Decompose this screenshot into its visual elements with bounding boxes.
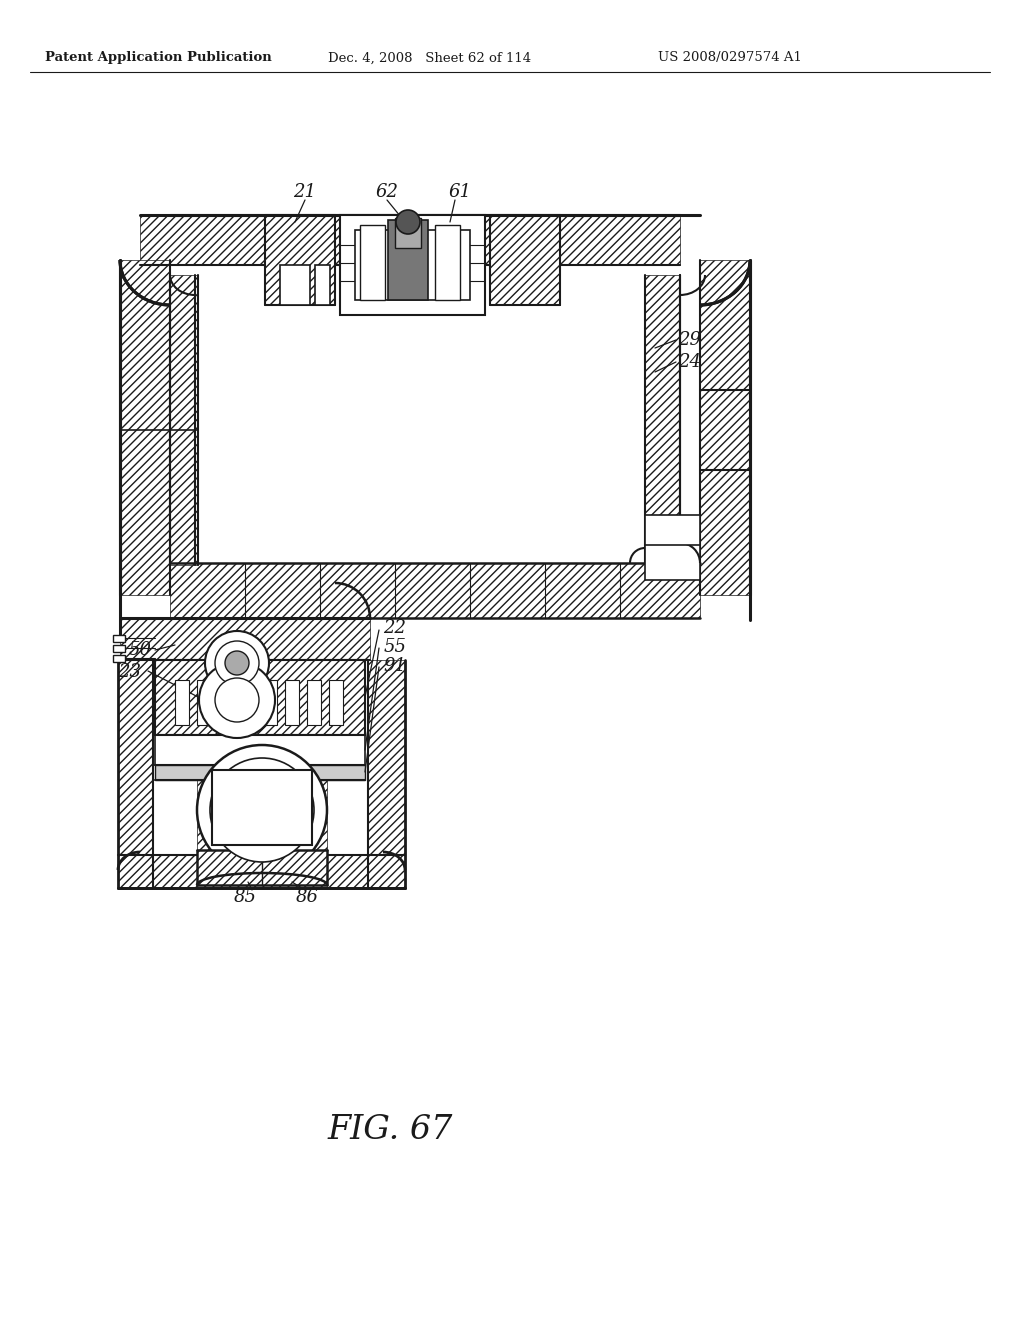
Bar [197,680,211,725]
Bar [197,850,327,884]
Text: 85: 85 [233,888,256,906]
Bar [113,655,125,663]
Bar [368,660,406,888]
Bar [155,735,365,766]
Text: 21: 21 [294,183,316,201]
Bar [175,680,189,725]
Circle shape [199,663,275,738]
Text: 24: 24 [679,352,701,371]
Bar [435,224,460,300]
Bar [210,690,264,710]
Bar [155,660,365,735]
Circle shape [210,758,314,862]
Bar [170,275,198,565]
Circle shape [215,678,259,722]
Text: 50: 50 [128,642,152,659]
Circle shape [215,642,259,685]
Circle shape [396,210,420,234]
Text: 61: 61 [449,183,471,201]
Text: FIG. 67: FIG. 67 [328,1114,453,1146]
Text: 22: 22 [384,619,407,638]
Bar [355,230,470,300]
Circle shape [197,744,327,875]
Bar [197,760,327,861]
Bar [645,515,700,545]
Text: US 2008/0297574 A1: US 2008/0297574 A1 [658,51,802,65]
Bar [241,680,255,725]
Bar [170,564,700,618]
Text: Patent Application Publication: Patent Application Publication [45,51,271,65]
Text: 62: 62 [376,183,398,201]
Bar [242,775,282,845]
Bar [263,680,278,725]
Bar [307,680,321,725]
Bar [285,680,299,725]
Bar [315,265,330,305]
Bar [645,275,680,565]
Bar [700,260,750,595]
Bar [700,389,750,470]
Text: 55: 55 [384,638,407,656]
Bar [395,218,421,248]
Bar [645,540,700,579]
Bar [490,215,560,305]
Bar [113,645,125,652]
Circle shape [205,631,269,696]
Text: 23: 23 [119,663,141,681]
Bar [340,215,485,315]
Bar [388,220,428,300]
Bar [219,680,233,725]
Bar [212,770,312,845]
Bar [120,260,170,595]
Bar [120,618,370,660]
Bar [280,265,310,305]
Circle shape [225,651,249,675]
Bar [118,660,153,888]
Text: 91: 91 [384,657,407,675]
Bar [329,680,343,725]
Text: Dec. 4, 2008   Sheet 62 of 114: Dec. 4, 2008 Sheet 62 of 114 [329,51,531,65]
Bar [113,635,125,642]
Text: 29: 29 [679,331,701,348]
Bar [265,215,335,305]
Bar [118,855,406,888]
Bar [140,215,680,265]
Bar [360,224,385,300]
Bar [155,766,365,780]
Text: 86: 86 [296,888,318,906]
